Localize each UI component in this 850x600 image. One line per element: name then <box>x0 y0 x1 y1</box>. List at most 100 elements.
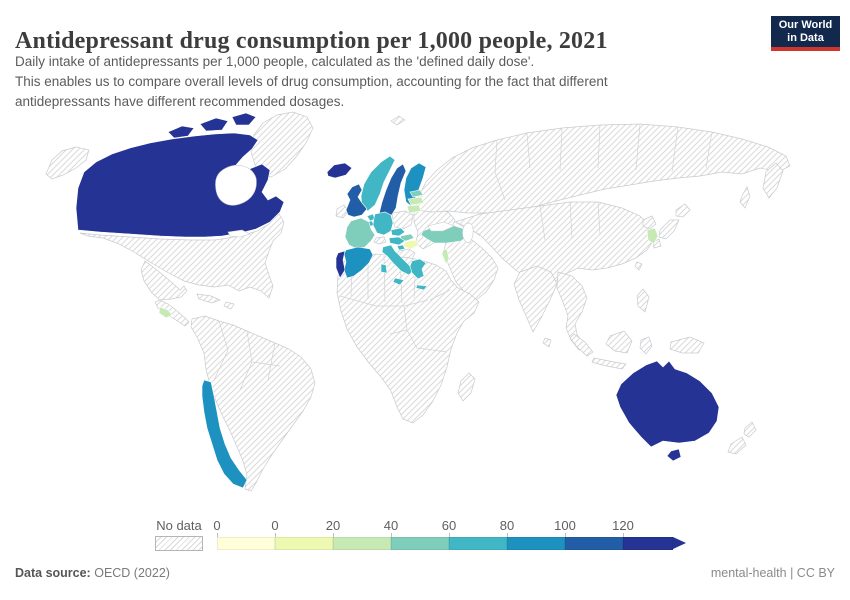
region-africa[interactable] <box>336 253 480 424</box>
legend-colorbar: 0 0 20 40 60 80 100 120 <box>213 518 703 552</box>
legend-tick-mark <box>507 533 508 537</box>
island-java[interactable] <box>591 357 627 370</box>
country-new-zealand-north[interactable] <box>743 421 757 438</box>
legend-tick-label: 40 <box>383 518 399 533</box>
legend-tick-mark <box>391 533 392 537</box>
country-philippines[interactable] <box>636 288 650 313</box>
footer-note: mental-health | CC BY <box>711 566 835 580</box>
country-greece[interactable] <box>409 258 428 291</box>
country-portugal[interactable] <box>335 250 346 279</box>
country-austria[interactable] <box>388 236 406 246</box>
legend-tick-mark <box>217 533 218 537</box>
legend-arrow <box>673 537 686 549</box>
data-source-label: Data source: <box>15 566 91 580</box>
legend-color-segment[interactable] <box>623 537 673 550</box>
region-sakhalin[interactable] <box>739 186 751 209</box>
country-greenland[interactable] <box>250 111 314 178</box>
country-costa-rica[interactable] <box>158 306 173 319</box>
legend-color-segment[interactable] <box>217 537 275 550</box>
caspian-sea <box>462 222 474 243</box>
country-hispaniola[interactable] <box>223 301 235 310</box>
owid-logo-line2: in Data <box>787 32 824 44</box>
island-sulawesi[interactable] <box>639 336 653 355</box>
country-australia[interactable] <box>615 360 720 462</box>
country-france[interactable] <box>344 217 376 250</box>
legend-tick-mark <box>275 533 276 537</box>
country-switzerland[interactable] <box>373 236 387 245</box>
legend-tick-label: 20 <box>325 518 341 533</box>
country-estonia[interactable] <box>409 189 424 198</box>
country-sri-lanka[interactable] <box>542 337 552 348</box>
country-canada-arctic-islands[interactable] <box>167 112 257 139</box>
data-countries <box>75 112 720 489</box>
country-north-korea[interactable] <box>642 215 657 230</box>
country-india[interactable] <box>513 265 558 333</box>
legend-color-segment[interactable] <box>391 537 449 550</box>
legend-tick-mark <box>623 533 624 537</box>
country-russia[interactable] <box>414 123 791 214</box>
island-sumatra[interactable] <box>569 333 594 357</box>
legend-color-segment[interactable] <box>565 537 623 550</box>
country-latvia[interactable] <box>407 196 425 206</box>
country-czechia[interactable] <box>390 227 406 237</box>
region-central-east-asia[interactable] <box>454 201 656 287</box>
legend-color-segment[interactable] <box>333 537 391 550</box>
country-lithuania[interactable] <box>406 204 422 214</box>
country-slovenia[interactable] <box>396 244 406 251</box>
black-sea <box>427 221 455 232</box>
country-poland[interactable] <box>391 210 414 230</box>
footer-license-link[interactable]: CC BY <box>796 566 835 580</box>
country-south-korea[interactable] <box>646 227 659 245</box>
subtitle-line: antidepressants have different recommend… <box>15 94 345 109</box>
country-mexico[interactable] <box>140 260 188 301</box>
legend-tick-label: 120 <box>612 518 634 533</box>
owid-logo[interactable]: Our World in Data <box>771 16 840 51</box>
region-central-america[interactable] <box>154 299 190 327</box>
legend-no-data-swatch[interactable] <box>155 536 203 551</box>
region-middle-east[interactable] <box>443 235 499 301</box>
footer-topic-link[interactable]: mental-health <box>710 566 787 580</box>
country-japan-hokkaido[interactable] <box>675 203 691 218</box>
country-norway[interactable] <box>360 155 396 212</box>
legend-tick-label: 0 <box>213 518 221 533</box>
chart-subtitle: Daily intake of antidepressants per 1,00… <box>15 52 608 112</box>
country-spain[interactable] <box>343 246 374 279</box>
country-alaska-usa[interactable] <box>45 146 90 180</box>
subtitle-line: This enables us to compare overall level… <box>15 74 608 89</box>
country-israel[interactable] <box>441 248 450 265</box>
footer-note-separator: | <box>786 566 797 580</box>
country-united-kingdom[interactable] <box>345 183 368 218</box>
legend-no-data: No data <box>155 518 203 551</box>
country-united-states[interactable] <box>79 213 285 299</box>
legend-tick-label: 100 <box>554 518 576 533</box>
country-italy[interactable] <box>380 244 414 286</box>
legend-color-segment[interactable] <box>507 537 565 550</box>
legend-tick-label: 80 <box>499 518 515 533</box>
legend-tick-label: 60 <box>441 518 457 533</box>
legend-tick-mark <box>449 533 450 537</box>
country-madagascar[interactable] <box>457 372 476 402</box>
legend-color-segment[interactable] <box>449 537 507 550</box>
region-kamchatka[interactable] <box>762 162 784 199</box>
country-japan-honshu[interactable] <box>658 219 680 240</box>
country-ireland[interactable] <box>335 204 349 219</box>
country-svalbard[interactable] <box>390 115 406 126</box>
legend-tick-mark <box>565 533 566 537</box>
country-new-zealand-south[interactable] <box>727 436 747 455</box>
country-canada[interactable] <box>75 132 285 238</box>
chart-footer: Data source: OECD (2022) mental-health |… <box>15 566 835 580</box>
country-chile[interactable] <box>201 379 248 489</box>
island-borneo[interactable] <box>605 330 633 354</box>
country-germany[interactable] <box>372 211 394 236</box>
country-iceland[interactable] <box>326 162 353 179</box>
island-new-guinea[interactable] <box>669 336 705 354</box>
owid-logo-line1: Our World <box>778 19 833 31</box>
legend-no-data-label: No data <box>156 518 202 533</box>
country-taiwan[interactable] <box>634 261 643 271</box>
data-source-value: OECD (2022) <box>94 566 170 580</box>
subtitle-line: Daily intake of antidepressants per 1,00… <box>15 54 535 69</box>
country-cuba[interactable] <box>196 293 221 304</box>
legend-color-segment[interactable] <box>275 537 333 550</box>
